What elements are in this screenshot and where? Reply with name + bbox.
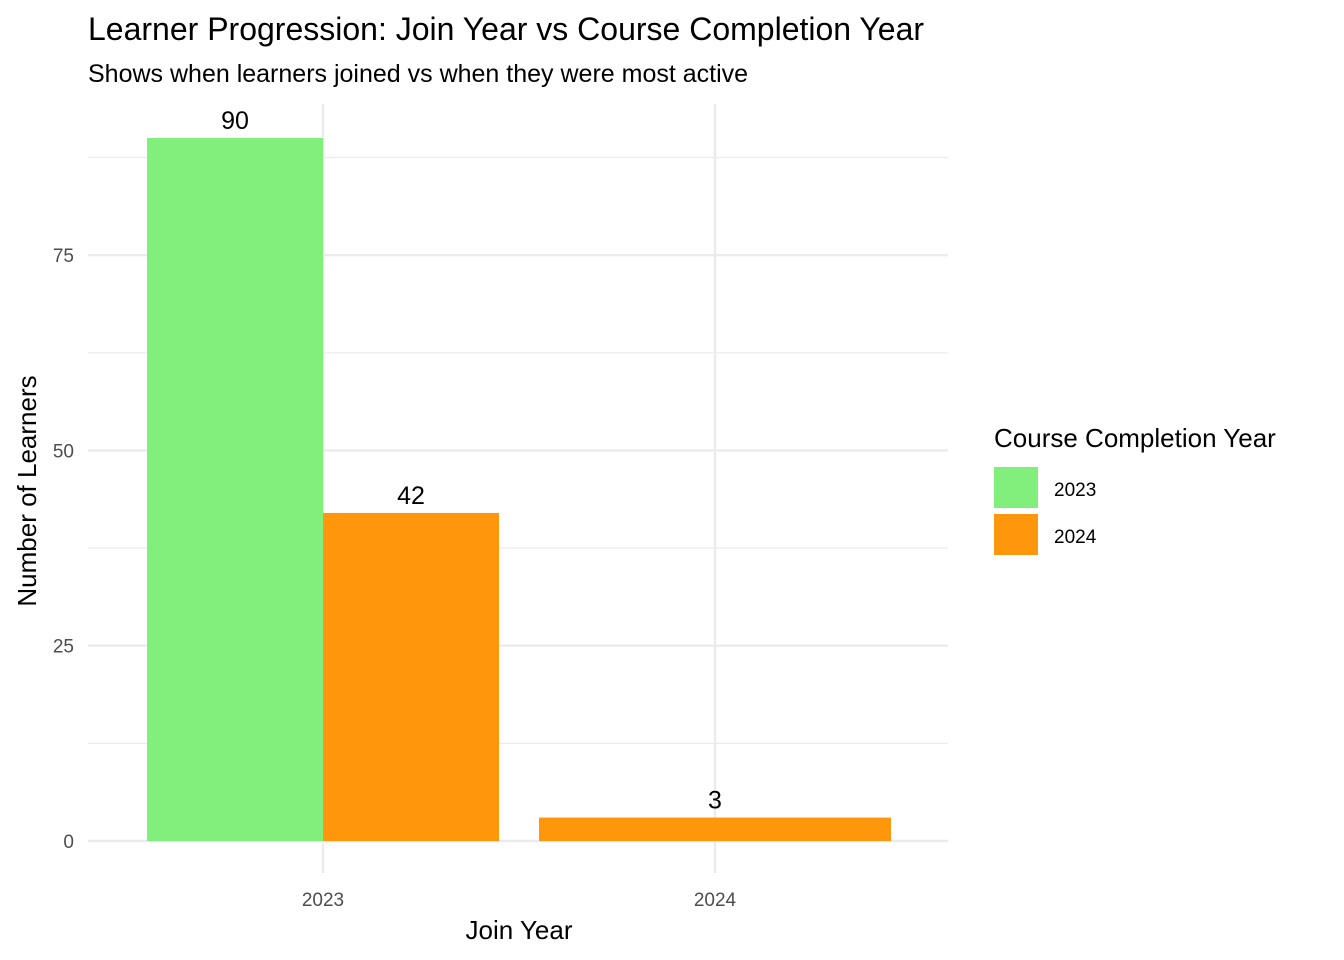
chart-title: Learner Progression: Join Year vs Course… [88, 11, 924, 47]
legend-label-2023: 2023 [1054, 480, 1096, 501]
data-label-2024-2024: 3 [708, 787, 722, 815]
x-axis: 2023 2024 [302, 890, 737, 911]
data-labels: 90 42 3 [221, 107, 722, 815]
bar-2023-2023 [147, 138, 323, 841]
chart-subtitle: Shows when learners joined vs when they … [88, 60, 748, 88]
y-tick-label: 75 [53, 246, 74, 267]
y-axis-title: Number of Learners [12, 375, 42, 606]
y-tick-label: 50 [53, 441, 74, 462]
y-axis: 0 25 50 75 [53, 246, 74, 853]
legend-key-2024 [994, 514, 1038, 555]
bars [147, 138, 891, 841]
legend-title: Course Completion Year [994, 423, 1276, 453]
legend-label-2024: 2024 [1054, 527, 1097, 548]
x-tick-label: 2024 [694, 890, 737, 911]
bar-2023-2024 [323, 512, 499, 841]
x-axis-title: Join Year [466, 915, 573, 945]
bar-2024-2024 [539, 817, 891, 841]
legend: Course Completion Year 2023 2024 [994, 423, 1276, 555]
legend-key-2023 [994, 467, 1038, 508]
x-tick-label: 2023 [302, 890, 344, 911]
y-tick-label: 25 [53, 637, 74, 658]
data-label-2023-2024: 42 [397, 482, 425, 510]
y-tick-label: 0 [63, 832, 74, 853]
data-label-2023-2023: 90 [221, 107, 249, 135]
